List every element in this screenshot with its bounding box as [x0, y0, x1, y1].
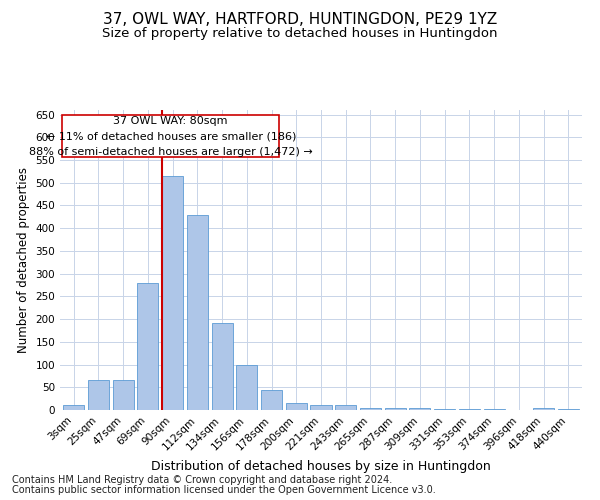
Text: 37 OWL WAY: 80sqm
← 11% of detached houses are smaller (186)
88% of semi-detache: 37 OWL WAY: 80sqm ← 11% of detached hous…: [29, 116, 313, 156]
Bar: [261, 390, 282, 410]
Bar: [409, 408, 430, 410]
Text: 37, OWL WAY, HARTFORD, HUNTINGDON, PE29 1YZ: 37, OWL WAY, HARTFORD, HUNTINGDON, PE29 …: [103, 12, 497, 28]
Bar: [434, 408, 455, 410]
Bar: [286, 403, 307, 410]
Bar: [62, 116, 279, 157]
Bar: [212, 322, 233, 410]
Bar: [558, 408, 579, 410]
Bar: [360, 408, 381, 410]
Text: Size of property relative to detached houses in Huntingdon: Size of property relative to detached ho…: [102, 28, 498, 40]
Bar: [187, 214, 208, 410]
Y-axis label: Number of detached properties: Number of detached properties: [17, 167, 30, 353]
Bar: [335, 406, 356, 410]
Bar: [484, 409, 505, 410]
Text: Contains HM Land Registry data © Crown copyright and database right 2024.: Contains HM Land Registry data © Crown c…: [12, 475, 392, 485]
Bar: [63, 406, 84, 410]
Bar: [113, 380, 134, 410]
Text: Contains public sector information licensed under the Open Government Licence v3: Contains public sector information licen…: [12, 485, 436, 495]
Bar: [88, 380, 109, 410]
X-axis label: Distribution of detached houses by size in Huntingdon: Distribution of detached houses by size …: [151, 460, 491, 473]
Bar: [162, 176, 183, 410]
Bar: [385, 408, 406, 410]
Bar: [310, 406, 332, 410]
Bar: [137, 282, 158, 410]
Bar: [459, 408, 480, 410]
Bar: [236, 364, 257, 410]
Bar: [533, 408, 554, 410]
